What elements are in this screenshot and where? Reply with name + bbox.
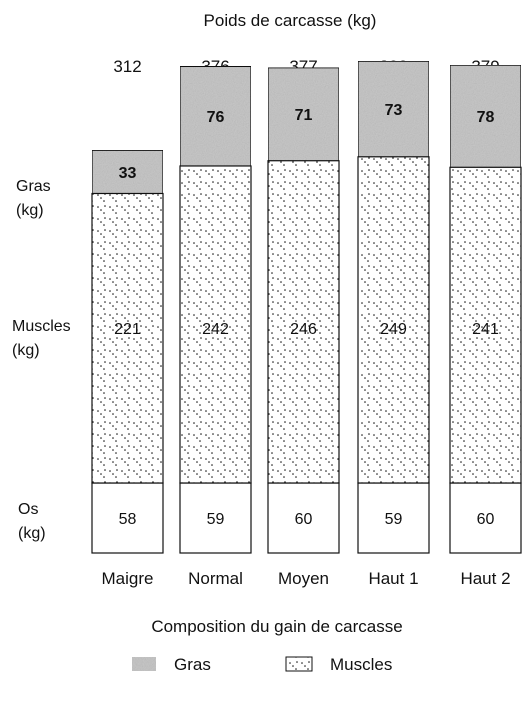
value-label-gras-3: 73	[385, 102, 403, 119]
value-label-gras-4: 78	[477, 109, 495, 126]
row-label-gras-unit: (kg)	[16, 202, 44, 219]
value-label-muscles-2: 246	[290, 321, 317, 338]
legend-swatch-muscles	[285, 656, 313, 672]
row-label-gras: Gras (kg)	[16, 178, 55, 219]
value-label-muscles-4: 241	[472, 321, 499, 338]
total-label-0: 312	[113, 57, 141, 76]
row-label-muscles-name: Muscles	[12, 318, 71, 335]
value-label-muscles-0: 221	[114, 321, 141, 338]
row-label-os-name: Os	[18, 501, 38, 518]
bar-muscles-0	[91, 192, 164, 484]
row-label-muscles: Muscles (kg)	[12, 318, 75, 359]
bars-group: 58 221 33 59 242 76 60 246 71 59 249 73 60 241 78	[91, 60, 522, 554]
category-label-3: Haut 1	[368, 569, 418, 588]
legend-label-muscles: Muscles	[330, 655, 392, 674]
value-label-muscles-3: 249	[380, 321, 407, 338]
row-label-os-unit: (kg)	[18, 525, 46, 542]
row-label-muscles-unit: (kg)	[12, 342, 40, 359]
row-label-os: Os (kg)	[18, 501, 46, 542]
category-label-2: Moyen	[278, 569, 329, 588]
bar-gras-0	[91, 149, 164, 195]
bar-muscles-4	[449, 166, 522, 484]
value-label-os-4: 60	[477, 511, 495, 528]
value-label-gras-1: 76	[207, 109, 225, 126]
category-label-0: Maigre	[102, 569, 154, 588]
bar-os-1	[179, 482, 252, 554]
legend-label-gras: Gras	[174, 655, 211, 674]
value-label-os-2: 60	[295, 511, 313, 528]
legend-title: Composition du gain de carcasse	[151, 617, 402, 636]
category-label-1: Normal	[188, 569, 243, 588]
value-label-os-1: 59	[207, 511, 225, 528]
bar-gras-1	[179, 65, 252, 167]
value-label-os-3: 59	[385, 511, 403, 528]
bar-gras-3	[357, 60, 430, 158]
bar-os-2	[267, 482, 340, 554]
bar-muscles-2	[267, 160, 340, 484]
bar-os-0	[91, 482, 164, 554]
bar-muscles-1	[179, 165, 252, 484]
legend-swatch-gras	[132, 657, 156, 671]
row-label-gras-name: Gras	[16, 178, 51, 195]
value-label-muscles-1: 242	[202, 321, 229, 338]
bar-gras-4	[449, 64, 522, 168]
bar-gras-2	[267, 67, 340, 162]
category-label-4: Haut 2	[460, 569, 510, 588]
bar-muscles-3	[357, 156, 430, 484]
chart-title: Poids de carcasse (kg)	[204, 11, 377, 30]
value-label-gras-2: 71	[295, 107, 313, 124]
value-label-gras-0: 33	[119, 165, 137, 182]
value-label-os-0: 58	[119, 511, 137, 528]
category-labels: Maigre Normal Moyen Haut 1 Haut 2	[102, 569, 511, 588]
bar-os-4	[449, 482, 522, 554]
